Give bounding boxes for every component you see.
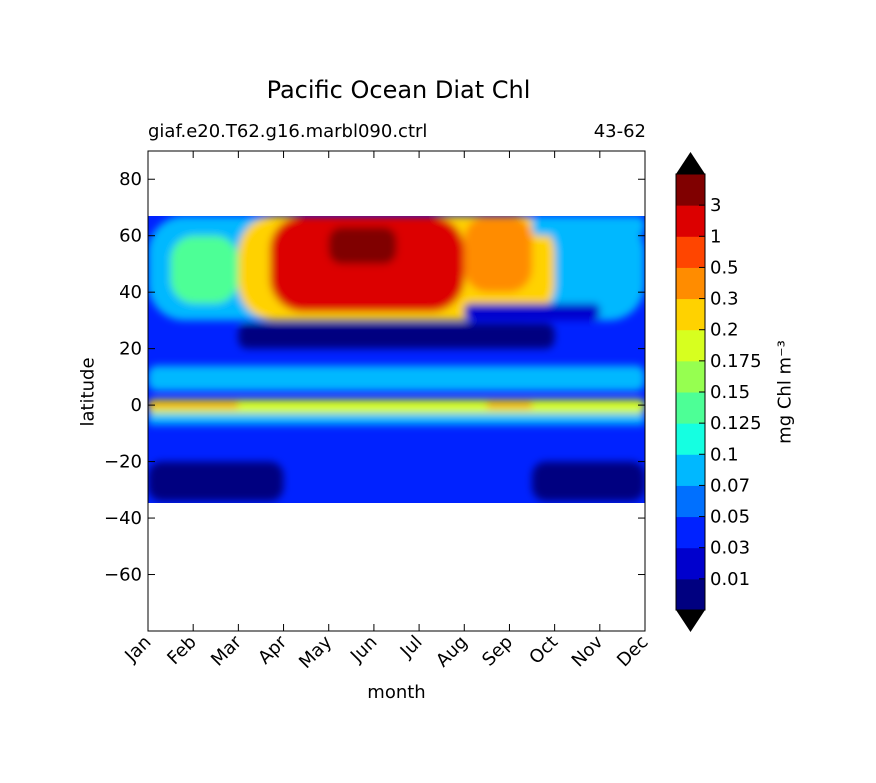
colorbar-segment — [676, 392, 705, 424]
y-tick-label: −40 — [104, 508, 142, 529]
colorbar: 0.01 0.03 0.05 0.07 0.1 0.125 0.15 0.175 0.2 0.3 0… — [675, 152, 762, 632]
colorbar-tick-label: 0.01 — [710, 569, 750, 590]
colorbar-tick-label: 0.05 — [710, 507, 750, 528]
chart-title: Pacific Ocean Diat Chl — [266, 76, 531, 104]
field-region — [328, 227, 397, 264]
colorbar-segment — [676, 423, 705, 455]
field-region — [464, 303, 600, 321]
field-region — [148, 365, 645, 391]
colorbar-under-triangle — [676, 610, 705, 632]
x-tick-label: Nov — [568, 631, 608, 671]
x-tick-label: Jul — [396, 632, 427, 663]
field-region — [270, 216, 465, 312]
colorbar-tick-label: 3 — [710, 195, 721, 216]
x-tick-label: Sep — [478, 632, 517, 671]
field-region — [238, 323, 555, 349]
colorbar-segment — [676, 329, 705, 362]
colorbar-segment — [676, 267, 705, 300]
colorbar-tick-label: 0.175 — [710, 351, 762, 372]
colorbar-tick-label: 0.5 — [710, 257, 739, 278]
y-tick-label: 40 — [119, 282, 142, 303]
y-tick-label: −60 — [104, 565, 142, 586]
x-tick-label: Apr — [254, 631, 291, 668]
colorbar-tick-label: 0.03 — [710, 538, 750, 559]
field-region — [532, 461, 645, 502]
colorbar-over-triangle — [676, 152, 705, 174]
colorbar-segment — [676, 236, 705, 268]
x-tick-label: Aug — [432, 632, 472, 672]
x-tick-label: Jan — [120, 632, 155, 667]
y-tick-label: −20 — [104, 452, 142, 473]
year-range-subtitle: 43-62 — [593, 121, 646, 142]
field-region — [170, 235, 239, 304]
colorbar-segment — [676, 454, 705, 486]
field-region — [148, 461, 284, 502]
y-tick-label: 20 — [119, 339, 142, 360]
field-region — [464, 216, 533, 293]
x-tick-label: Feb — [163, 632, 200, 669]
y-tick-label: 0 — [131, 395, 142, 416]
colorbar-tick-label: 0.1 — [710, 444, 739, 465]
y-tick-label: 60 — [119, 226, 142, 247]
colorbar-tick-label: 1 — [710, 226, 721, 247]
colorbar-tick-label: 0.15 — [710, 382, 750, 403]
x-tick-label: May — [295, 631, 336, 672]
colorbar-segment — [676, 485, 705, 518]
colorbar-segment — [676, 360, 705, 393]
x-tick-label: Mar — [207, 631, 246, 670]
colorbar-tick-label: 0.125 — [710, 413, 762, 434]
colorbar-segment — [676, 205, 705, 237]
colorbar-tick-label: 0.3 — [710, 289, 739, 310]
x-tick-label: Jun — [346, 632, 381, 667]
x-tick-label: Oct — [525, 632, 562, 669]
plot-frame — [147, 150, 646, 632]
field-region — [148, 402, 239, 408]
colorbar-segment — [676, 298, 705, 331]
colorbar-segment — [676, 174, 705, 206]
colorbar-tick-label: 0.07 — [710, 475, 750, 496]
x-tick-label: Dec — [613, 632, 652, 671]
field-region — [148, 413, 645, 425]
run-name-subtitle: giaf.e20.T62.g16.marbl090.ctrl — [148, 121, 428, 142]
x-axis-label: month — [367, 682, 426, 703]
colorbar-segment — [676, 547, 705, 580]
field-region — [486, 402, 533, 408]
y-tick-label: 80 — [119, 169, 142, 190]
colorbar-tick-label: 0.2 — [710, 320, 739, 341]
colorbar-segment — [676, 578, 705, 611]
chlorophyll-field — [148, 216, 645, 503]
colorbar-segment — [676, 516, 705, 549]
field-region — [532, 216, 645, 236]
